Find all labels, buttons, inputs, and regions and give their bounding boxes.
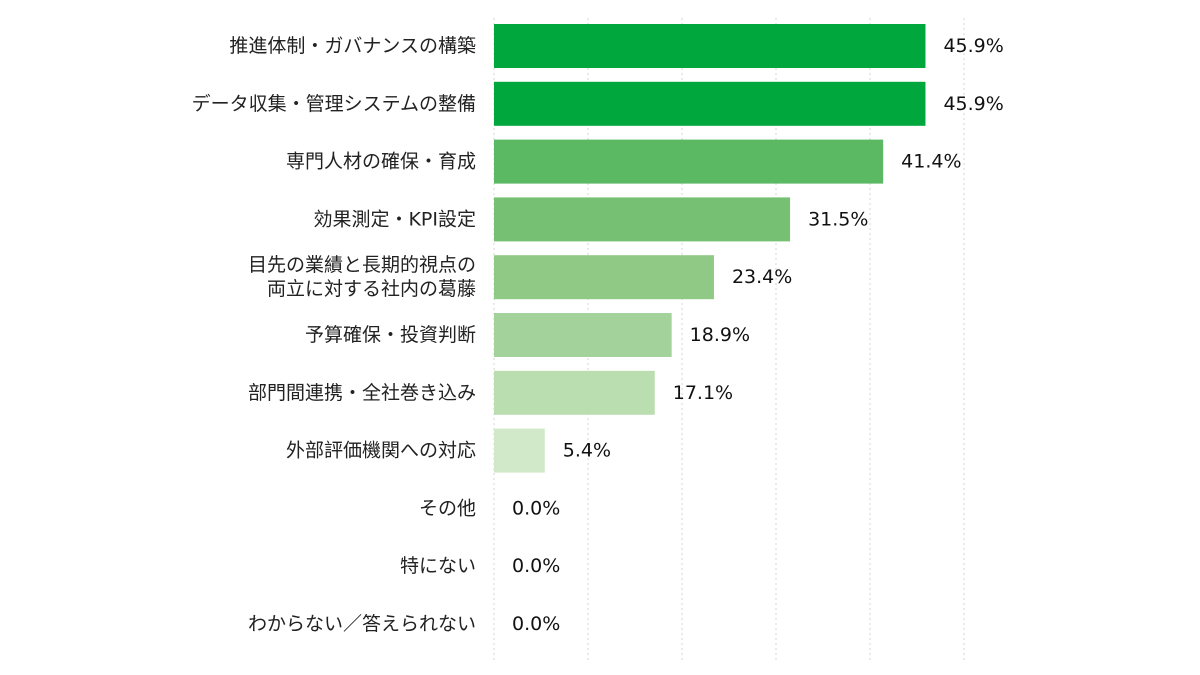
- bar: [494, 139, 884, 184]
- value-label: 0.0%: [512, 497, 560, 519]
- category-label: 推進体制・ガバナンスの構築: [229, 35, 476, 57]
- category-label: 目先の業績と長期的視点の: [248, 254, 476, 276]
- value-label: 45.9%: [943, 35, 1003, 57]
- category-label: 効果測定・KPI設定: [313, 208, 476, 230]
- value-labels: 45.9% 45.9% 41.4% 31.5% 23.4% 18.9% 17.1% 5.4% 0…: [512, 35, 1004, 635]
- value-label: 41.4%: [901, 151, 961, 173]
- category-label: その他: [419, 497, 476, 519]
- value-label: 31.5%: [808, 208, 868, 230]
- value-label: 17.1%: [673, 382, 733, 404]
- category-labels: 推進体制・ガバナンスの構築データ収集・管理システムの整備専門人材の確保・育成効果…: [192, 35, 476, 635]
- value-label: 45.9%: [943, 93, 1003, 115]
- category-label: 部門間連携・全社巻き込み: [248, 382, 476, 404]
- value-label: 23.4%: [732, 266, 792, 288]
- bars: [494, 24, 926, 473]
- value-label: 0.0%: [512, 613, 560, 635]
- value-label: 18.9%: [690, 324, 750, 346]
- category-label: データ収集・管理システムの整備: [192, 93, 476, 115]
- bar: [494, 81, 926, 126]
- category-label: わからない／答えられない: [248, 613, 476, 635]
- bar: [494, 197, 791, 242]
- category-label: 予算確保・投資判断: [305, 324, 476, 346]
- value-label: 0.0%: [512, 555, 560, 577]
- bar: [494, 313, 672, 357]
- category-label: 特にない: [400, 555, 476, 577]
- category-label: 専門人材の確保・育成: [286, 151, 476, 173]
- bar: [494, 370, 655, 415]
- category-label: 両立に対する社内の葛藤: [267, 278, 476, 300]
- value-label: 5.4%: [563, 440, 611, 462]
- bar: [494, 428, 545, 473]
- category-label: 外部評価機関への対応: [286, 440, 476, 462]
- bar: [494, 24, 926, 68]
- bar: [494, 255, 714, 300]
